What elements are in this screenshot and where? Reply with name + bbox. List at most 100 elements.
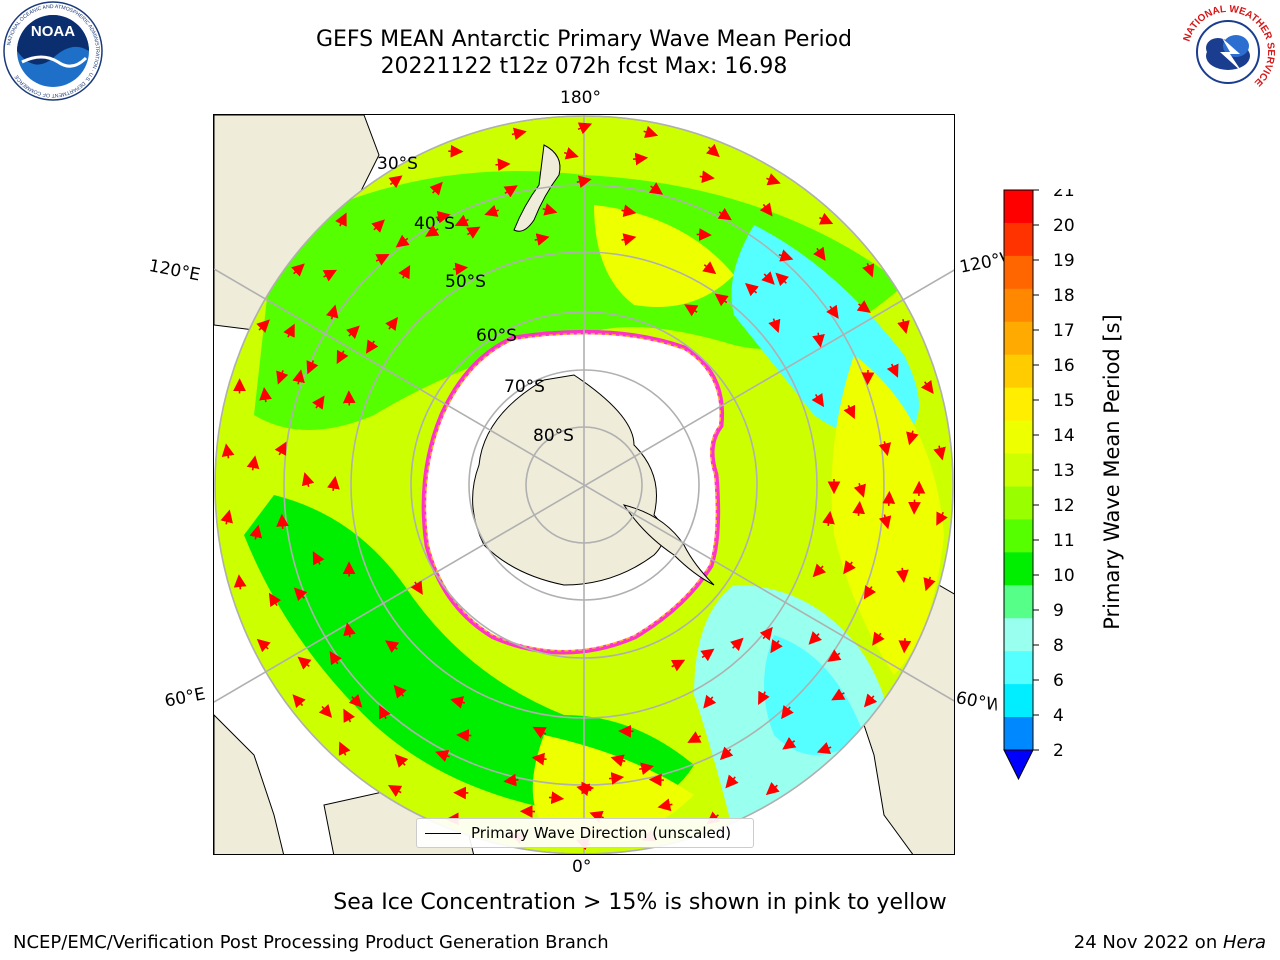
wave-arrow [856, 300, 871, 313]
wave-arrow [484, 204, 499, 217]
wave-arrow [274, 441, 287, 456]
wave-arrow [782, 736, 797, 750]
colorbar-segment [1004, 519, 1033, 553]
wave-arrow [385, 316, 398, 332]
wave-arrow [843, 560, 856, 575]
colorbar-tick-label: 18 [1053, 286, 1075, 306]
wave-arrow [466, 226, 481, 239]
colorbar-tick-label: 16 [1053, 356, 1075, 376]
colorbar-segment [1004, 453, 1033, 487]
lon-label-0: 0° [572, 857, 592, 877]
svg-text:NOAA: NOAA [31, 23, 75, 40]
wave-arrow [495, 158, 511, 172]
wave-arrow [812, 563, 827, 578]
wave-arrow [700, 648, 715, 662]
wave-arrow [696, 228, 712, 241]
wave-arrow [936, 511, 948, 526]
nws-logo: NATIONAL WEATHER SERVICE [1180, 4, 1276, 100]
wave-arrow [831, 688, 846, 701]
colorbar-label: Primary Wave Mean Period [s] [1100, 314, 1124, 630]
wave-arrow [343, 708, 355, 723]
colorbar-tick-label: 15 [1053, 391, 1075, 411]
wave-arrow [765, 781, 780, 796]
wave-arrow [643, 125, 659, 139]
wave-arrow [576, 175, 592, 188]
map-legend: Primary Wave Direction (unscaled) [416, 818, 754, 848]
lat-label-80s: 80°S [533, 426, 574, 446]
wave-arrow [770, 639, 783, 654]
wave-arrow [775, 272, 790, 287]
wave-arrow [348, 693, 363, 708]
colorbar-segment [1004, 387, 1033, 422]
colorbar-segment [1004, 190, 1033, 224]
wave-arrow [632, 152, 649, 166]
wave-arrow [745, 283, 759, 297]
lon-label-60e: 60°E [163, 684, 207, 712]
period-band-7s-atlantic [764, 635, 864, 755]
wave-arrow [452, 262, 469, 276]
polar-map-canvas: 30°S 40°S 50°S 60°S 70°S 80°S [214, 115, 954, 854]
colorbar-tick-label: 9 [1053, 601, 1064, 621]
wave-arrow [542, 203, 558, 216]
wave-arrow [249, 524, 263, 540]
wave-arrow [259, 387, 272, 403]
wave-arrow [338, 741, 351, 756]
wave-arrow [719, 746, 734, 761]
wave-arrow [811, 392, 824, 408]
wave-arrow [577, 122, 593, 135]
wave-arrow [657, 798, 673, 812]
colorbar-tick-label: 10 [1053, 566, 1075, 586]
colorbar-tick-label: 2 [1053, 741, 1064, 761]
wave-arrow [872, 631, 885, 646]
wave-arrow [221, 443, 235, 459]
wave-arrow [276, 513, 289, 529]
wave-arrow [297, 656, 312, 670]
wave-arrow [346, 325, 360, 340]
wave-arrow [729, 637, 744, 652]
wave-arrow [563, 147, 579, 160]
wave-arrow [388, 175, 403, 189]
wave-arrow [393, 684, 407, 699]
wave-arrow [766, 173, 781, 186]
lon-label-60w: 60°W [954, 688, 1000, 716]
wave-arrow [306, 360, 319, 375]
wave-arrow [759, 626, 773, 641]
colorbar-tick-label: 19 [1053, 251, 1075, 271]
footer-date: 24 Nov 2022 on Hera [1074, 932, 1266, 953]
wave-arrow [327, 475, 340, 492]
colorbar-segment [1004, 585, 1033, 619]
wave-arrow [435, 749, 450, 762]
wave-arrow [896, 567, 909, 583]
colorbar-segment [1004, 222, 1033, 257]
wave-arrow [813, 246, 826, 261]
wave-arrow [717, 207, 732, 221]
wave-arrow [220, 509, 233, 525]
footer-credit: NCEP/EMC/Verification Post Processing Pr… [13, 932, 609, 953]
wave-arrow [379, 705, 391, 720]
colorbar-segment [1004, 717, 1033, 751]
wave-arrow [648, 182, 664, 195]
period-band-10s [244, 495, 694, 815]
noaa-logo: NOAA NATIONAL OCEANIC AND ATMOSPHERIC AD… [3, 1, 103, 101]
wave-arrow [843, 404, 856, 420]
colorbar-tick-label: 4 [1053, 706, 1064, 726]
colorbar-segment [1004, 552, 1033, 586]
wave-arrow [371, 219, 385, 233]
wave-arrow [329, 650, 342, 666]
wave-arrow [822, 510, 835, 527]
wave-arrow [768, 318, 781, 333]
colorbar-segment [1004, 486, 1033, 520]
wave-arrow [862, 263, 875, 278]
wave-direction-arrows [220, 122, 948, 851]
wave-arrow [511, 127, 527, 141]
antarctic-peninsula [622, 504, 715, 586]
colorbar-segment [1004, 321, 1033, 356]
lat-label-70s: 70°S [504, 377, 545, 397]
wave-arrow [906, 430, 919, 446]
wave-arrow [534, 233, 550, 246]
wave-arrow [312, 395, 325, 410]
lon-label-120e: 120°E [147, 256, 202, 286]
wave-arrow [532, 726, 547, 739]
colorbar-tick-label: 12 [1053, 496, 1075, 516]
wave-arrow [548, 791, 565, 805]
